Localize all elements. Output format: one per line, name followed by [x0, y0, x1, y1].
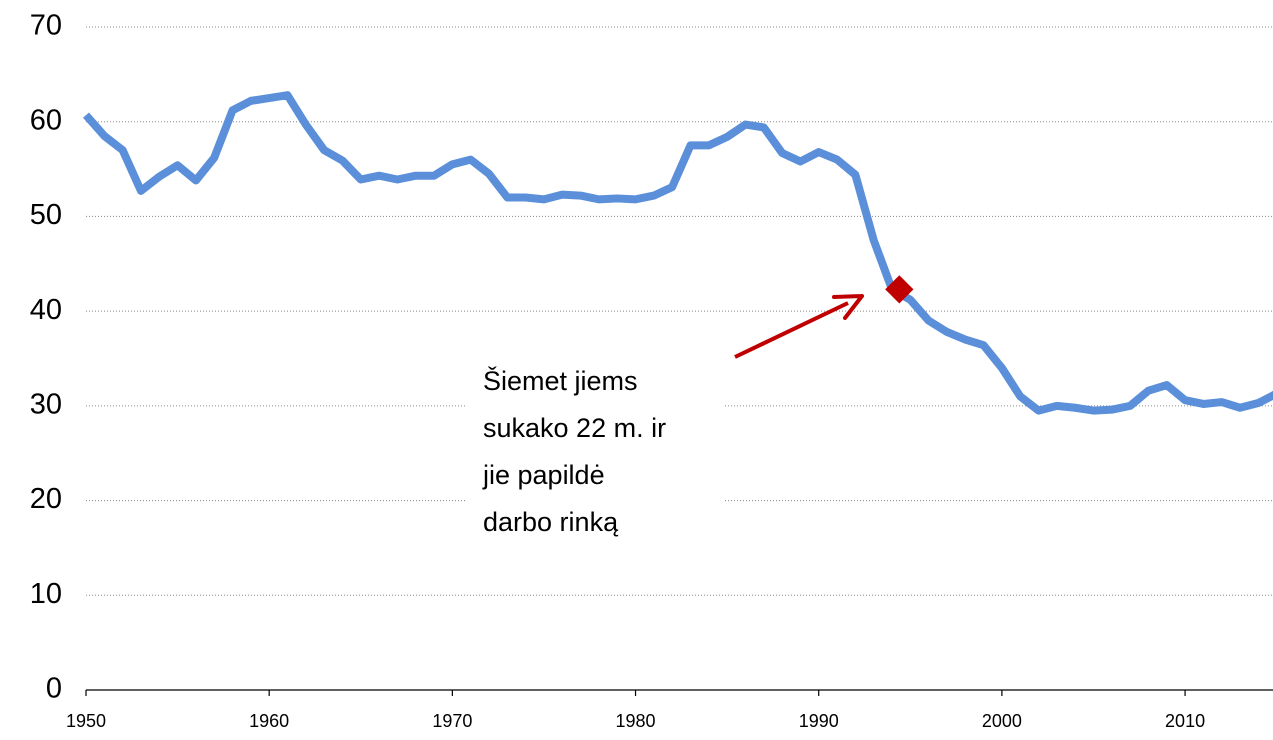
arrow-head: [832, 294, 864, 320]
y-tick-label: 20: [30, 483, 62, 515]
y-tick-label: 40: [30, 294, 62, 326]
annotation-bg: [465, 355, 725, 545]
annotation-line: Šiemet jiems: [483, 365, 638, 396]
y-tick-label: 30: [30, 389, 62, 421]
x-tick-label: 1950: [66, 711, 106, 731]
arrow-shaft: [734, 301, 849, 359]
x-tick-label: 1990: [799, 711, 839, 731]
y-tick-label: 0: [46, 673, 62, 705]
x-tick-label: 1960: [249, 711, 289, 731]
y-tick-label: 10: [30, 578, 62, 610]
annotation-line: darbo rinką: [483, 507, 619, 537]
x-tick-label: 1970: [432, 711, 472, 731]
y-tick-label: 50: [30, 199, 62, 231]
y-tick-label: 60: [30, 104, 62, 136]
x-tick-label: 2010: [1165, 711, 1205, 731]
x-tick-label: 1980: [616, 711, 656, 731]
highlight-marker: [885, 275, 914, 304]
annotation-line: jie papildė: [482, 460, 605, 490]
annotation-line: sukako 22 m. ir: [483, 413, 666, 443]
x-tick-label: 2000: [982, 711, 1022, 731]
y-tick-label: 70: [30, 10, 62, 42]
line-series: [82, 91, 1273, 415]
